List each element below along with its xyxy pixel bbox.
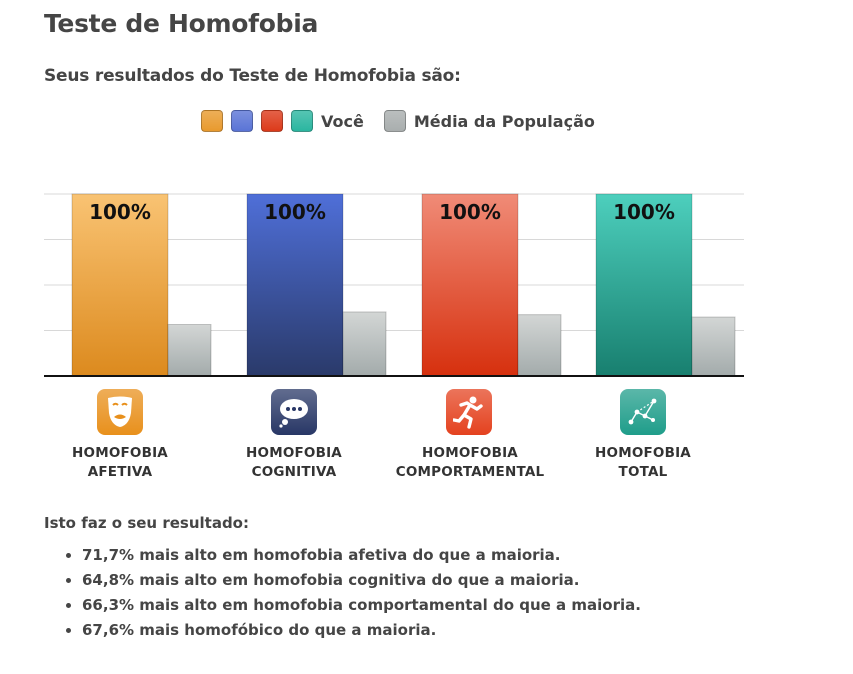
category-label-line1: HOMOFOBIA — [246, 445, 342, 461]
category-label-comportamental: HOMOFOBIA COMPORTAMENTAL — [385, 444, 555, 482]
legend-swatch-gray — [383, 110, 406, 132]
category-label-cognitiva: HOMOFOBIA COGNITIVA — [209, 444, 379, 482]
category-label-total: HOMOFOBIA TOTAL — [558, 444, 728, 482]
category-label-line1: HOMOFOBIA — [595, 445, 691, 461]
bar-you-3 — [595, 193, 693, 377]
category-label-line2: COMPORTAMENTAL — [395, 464, 545, 480]
category-label-line1: HOMOFOBIA — [72, 445, 168, 461]
legend-label-average: Média da População — [413, 111, 595, 131]
legend-swatch-blue — [231, 110, 253, 132]
bar-value-label-2: 100% — [439, 200, 501, 224]
bar-average-2 — [517, 314, 562, 377]
result-item: 66,3% mais alto em homofobia comportamen… — [82, 593, 641, 618]
page-title: Teste de Homofobia — [44, 9, 319, 38]
bar-value-label-3: 100% — [613, 200, 675, 224]
legend-swatch-orange — [201, 110, 223, 132]
bar-you-0 — [71, 193, 169, 377]
result-item: 71,7% mais alto em homofobia afetiva do … — [82, 543, 641, 568]
running-person-icon — [446, 389, 492, 435]
result-item: 67,6% mais homofóbico do que a maioria. — [82, 618, 641, 643]
bar-average-3 — [691, 316, 736, 377]
category-label-line2: TOTAL — [618, 464, 668, 480]
category-label-line2: COGNITIVA — [251, 464, 337, 480]
result-item: 64,8% mais alto em homofobia cognitiva d… — [82, 568, 641, 593]
constellation-icon — [620, 389, 666, 435]
chart-legend: Você Média da População — [201, 108, 595, 134]
category-label-afetiva: HOMOFOBIA AFETIVA — [35, 444, 205, 482]
bar-value-label-1: 100% — [264, 200, 326, 224]
category-label-line1: HOMOFOBIA — [422, 445, 518, 461]
legend-label-you: Você — [321, 111, 364, 131]
results-subtitle: Seus resultados do Teste de Homofobia sã… — [44, 66, 461, 86]
results-heading: Isto faz o seu resultado: — [44, 514, 249, 532]
category-label-line2: AFETIVA — [87, 464, 153, 480]
legend-swatch-red — [261, 110, 283, 132]
bar-you-2 — [421, 193, 519, 377]
thought-bubble-icon — [271, 389, 317, 435]
bar-chart: 100% 100% 100% 100% — [44, 193, 744, 377]
bar-average-0 — [167, 323, 212, 377]
bar-value-label-0: 100% — [89, 200, 151, 224]
results-list: 71,7% mais alto em homofobia afetiva do … — [62, 543, 641, 643]
bar-average-1 — [342, 311, 387, 377]
legend-swatch-teal — [291, 110, 313, 132]
theater-mask-icon — [97, 389, 143, 435]
